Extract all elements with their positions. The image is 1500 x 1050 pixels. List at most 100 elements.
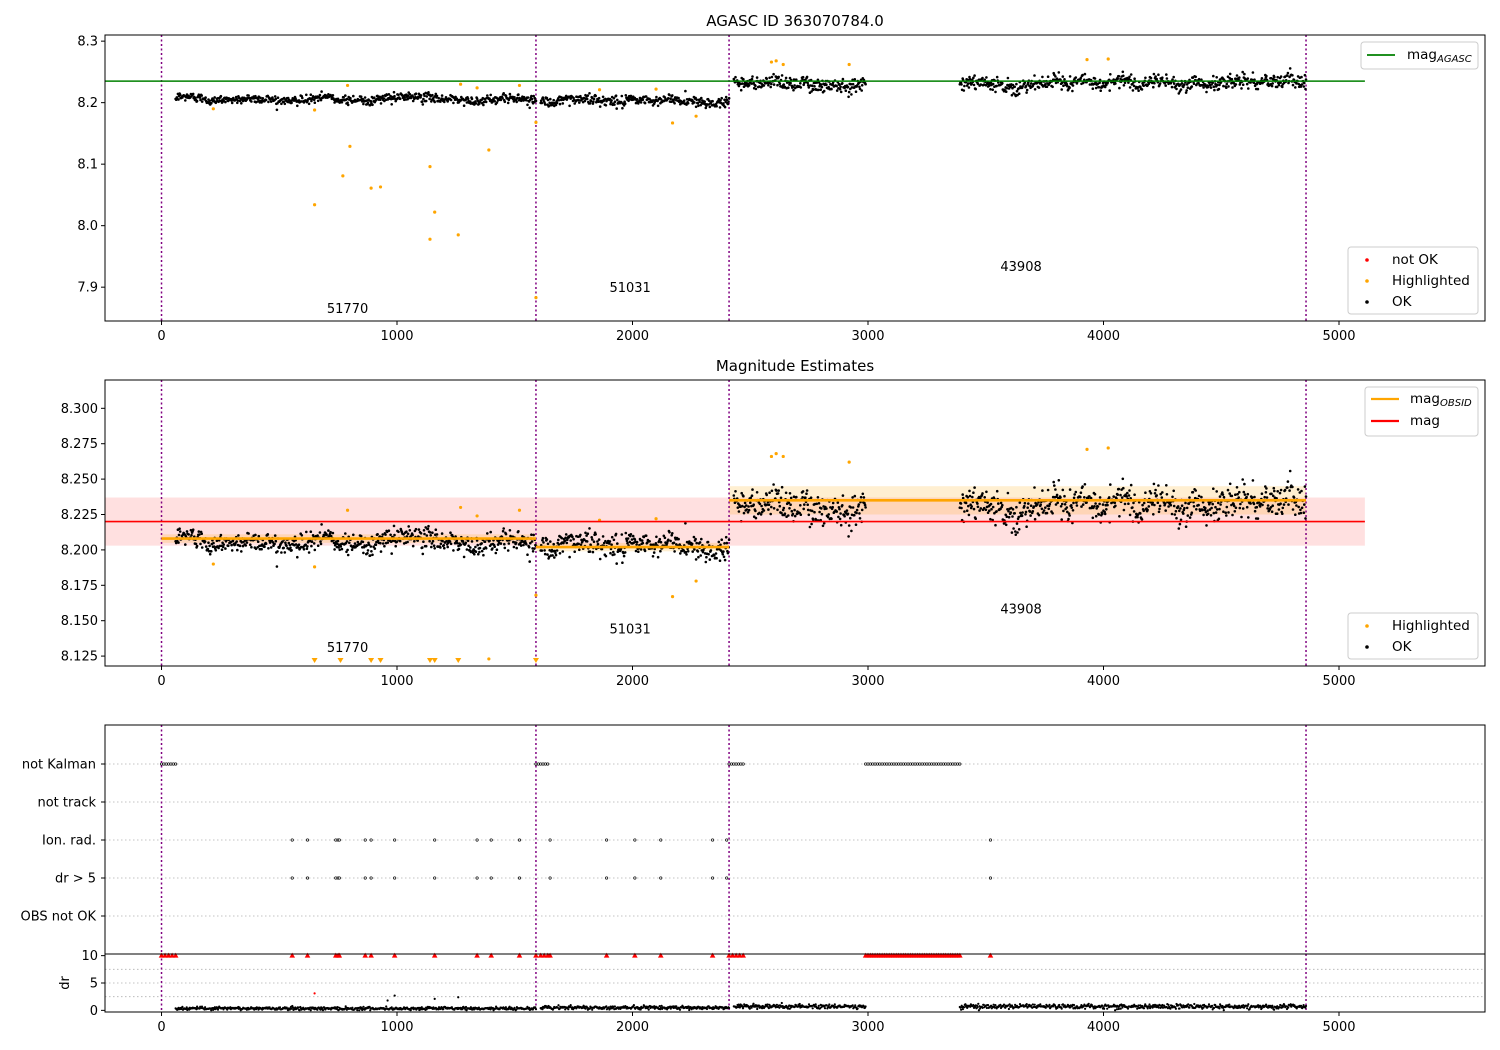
p1-ok-point <box>495 101 499 104</box>
p2-ok-point <box>610 535 614 539</box>
p4-dr-point <box>660 1004 663 1007</box>
p4-dr-point <box>775 1003 779 1006</box>
p1-ok-point <box>421 103 425 106</box>
p4-dr-point <box>647 1008 650 1011</box>
p2-offscale-marker <box>377 658 384 663</box>
p1-ok-point <box>737 84 741 88</box>
p1-ok-point <box>734 75 737 79</box>
p2-ok-point <box>260 547 263 551</box>
p2-ok-point <box>801 490 805 493</box>
p4-dr-point <box>316 1008 319 1011</box>
p2-ok-point <box>1180 504 1184 508</box>
p1-ytick-label: 8.0 <box>77 219 98 234</box>
p2-ok-point <box>402 533 405 536</box>
p2-ok-point <box>313 548 317 552</box>
p2-ok-point <box>359 534 363 538</box>
p2-ok-point <box>353 542 357 545</box>
p2-ok-point <box>240 550 243 553</box>
p4-dr-point <box>843 1005 846 1009</box>
p2-ok-point <box>553 556 556 559</box>
p3-flag-point <box>711 838 715 842</box>
p4-dr-point <box>798 1004 801 1008</box>
p1-ok-point <box>543 103 547 106</box>
p2-ok-point <box>982 506 986 510</box>
p1-ok-point <box>379 102 383 105</box>
p1-ok-point <box>619 100 623 104</box>
p1-highlighted-point <box>774 59 778 63</box>
p2-ok-point <box>598 557 602 561</box>
p2-ok-point <box>230 543 233 547</box>
p1-ok-point <box>612 97 616 100</box>
p1-ok-point <box>614 94 618 97</box>
p4-dr-point <box>817 1004 820 1008</box>
p1-ok-point <box>981 76 984 80</box>
p1-ok-point <box>1185 83 1189 86</box>
p1-ok-point <box>810 84 814 87</box>
p1-ok-point <box>390 103 394 106</box>
p2-ok-point <box>1041 489 1044 492</box>
p2-ok-point <box>568 555 571 559</box>
p2-highlighted-point <box>487 657 491 661</box>
p2-ok-point <box>973 486 976 489</box>
p2-ok-point <box>442 544 446 547</box>
p2-ok-point <box>212 541 215 545</box>
p2-ok-point <box>1011 515 1014 518</box>
p1-ok-point <box>1063 78 1066 81</box>
p2-ok-point <box>1023 501 1027 505</box>
p2-ok-point <box>621 561 624 564</box>
p4-dr-point <box>557 1004 560 1007</box>
p2-ok-point <box>1215 508 1219 511</box>
p1-ok-point <box>801 75 805 79</box>
p2-ok-point <box>1169 503 1173 507</box>
p3-flag-point <box>546 762 550 766</box>
p2-ok-point <box>1208 502 1211 506</box>
p2-ok-point <box>654 542 658 545</box>
p1-ok-point <box>349 96 352 100</box>
p2-ok-point <box>783 512 787 515</box>
p2-ok-point <box>1234 493 1237 497</box>
p4-dr-point <box>204 1006 207 1009</box>
p2-ok-point <box>448 540 452 543</box>
p2-ok-point <box>1200 495 1203 499</box>
p2-ok-point <box>592 540 596 543</box>
p1-ok-point <box>639 101 643 104</box>
p1-highlighted-point <box>378 185 383 189</box>
p2-ok-point <box>1093 492 1097 496</box>
p2-ok-point <box>776 508 779 512</box>
p1-ok-point <box>1015 82 1018 86</box>
p2-ok-point <box>588 527 591 530</box>
p2-ok-point <box>561 550 565 553</box>
p1-ok-point <box>847 95 850 99</box>
p2-ok-point <box>329 534 333 538</box>
p1-ok-point <box>1009 85 1013 88</box>
p1-ok-point <box>230 101 234 105</box>
p1-ok-point <box>682 99 686 102</box>
p1-legend-lines: magAGASC <box>1360 41 1479 70</box>
p1-ok-point <box>624 94 628 97</box>
p2-ok-point <box>1012 527 1015 530</box>
p2-ok-point <box>1073 493 1076 496</box>
p2-ok-point <box>974 517 977 520</box>
p1-ok-point <box>1235 74 1239 77</box>
p2-ok-point <box>331 531 335 535</box>
p1-ytick-label: 7.9 <box>77 281 98 296</box>
p1-ok-point <box>554 103 558 107</box>
p1-ok-point <box>693 101 696 104</box>
p1-ok-point <box>363 96 367 99</box>
p2-ok-point <box>1128 513 1132 517</box>
p2-ok-point <box>1170 512 1174 516</box>
p2-ok-point <box>983 496 986 499</box>
p2-ok-point <box>440 532 444 535</box>
p1-ok-point <box>1228 72 1232 76</box>
p1-ok-point <box>280 102 283 106</box>
p2-ok-point <box>530 540 534 543</box>
p2-ytick-label: 8.225 <box>61 508 98 523</box>
p1-ok-point <box>968 75 971 79</box>
p1-ok-point <box>1209 86 1213 89</box>
p2-ok-point <box>601 535 605 538</box>
p1-ok-point <box>754 84 757 87</box>
p2-ok-point <box>1241 478 1244 481</box>
p2-ok-point <box>1018 501 1022 504</box>
p2-ok-point <box>779 496 783 500</box>
p1-ok-point <box>1117 74 1121 78</box>
